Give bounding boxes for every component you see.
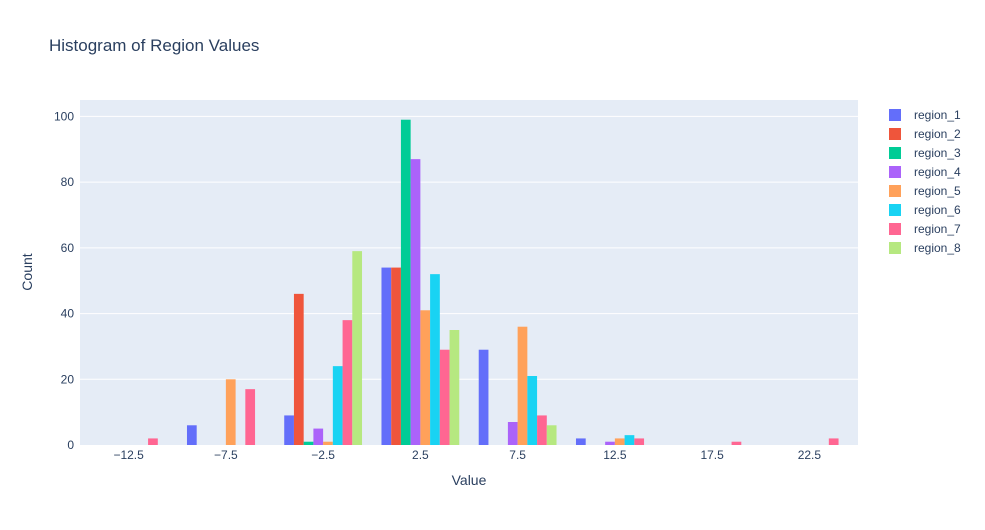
legend-swatch xyxy=(889,185,901,197)
x-tick-label: −2.5 xyxy=(311,448,335,462)
bar-region_5[interactable] xyxy=(517,326,528,445)
bar-region_1[interactable] xyxy=(381,267,392,445)
bar-region_1[interactable] xyxy=(186,425,197,445)
legend-swatch xyxy=(889,242,901,254)
x-tick-label: −7.5 xyxy=(214,448,238,462)
x-tick-label: 17.5 xyxy=(700,448,724,462)
bars xyxy=(148,119,839,445)
x-axis-label: Value xyxy=(452,472,487,488)
legend-swatch xyxy=(889,204,901,216)
bar-region_1[interactable] xyxy=(284,415,294,445)
x-tick-label: 12.5 xyxy=(603,448,627,462)
legend-item-region_6[interactable]: region_6 xyxy=(889,203,961,217)
bar-region_4[interactable] xyxy=(605,441,615,445)
bar-region_8[interactable] xyxy=(546,425,557,445)
bar-region_7[interactable] xyxy=(439,349,450,445)
legend-label: region_3 xyxy=(914,146,961,160)
legend-label: region_2 xyxy=(914,127,961,141)
bar-region_1[interactable] xyxy=(478,349,489,445)
x-tick-label: 22.5 xyxy=(798,448,822,462)
legend-label: region_7 xyxy=(914,222,961,236)
bar-region_7[interactable] xyxy=(245,389,256,445)
legend-swatch xyxy=(889,166,901,178)
gridlines xyxy=(80,115,858,380)
x-tick-label: 7.5 xyxy=(509,448,526,462)
bar-region_4[interactable] xyxy=(507,422,518,445)
y-tick-label: 60 xyxy=(61,241,75,255)
bar-region_7[interactable] xyxy=(148,438,158,445)
bar-region_8[interactable] xyxy=(352,251,363,445)
bar-region_4[interactable] xyxy=(313,428,324,445)
bar-region_7[interactable] xyxy=(731,441,742,445)
bar-region_4[interactable] xyxy=(410,159,421,445)
bar-region_5[interactable] xyxy=(323,441,333,445)
y-tick-label: 0 xyxy=(67,438,74,452)
legend-swatch xyxy=(889,147,901,159)
y-tick-labels: 0 20 40 60 80 100 xyxy=(54,109,74,452)
legend-label: region_6 xyxy=(914,203,961,217)
bar-region_7[interactable] xyxy=(634,438,645,445)
y-tick-label: 40 xyxy=(61,307,75,321)
y-tick-label: 20 xyxy=(61,372,75,386)
x-tick-labels: −12.5 −7.5 −2.5 2.5 7.5 12.5 17.5 22.5 xyxy=(113,448,821,462)
bar-region_7[interactable] xyxy=(342,320,353,445)
legend-item-region_4[interactable]: region_4 xyxy=(889,165,961,179)
bar-region_7[interactable] xyxy=(537,415,547,445)
legend-label: region_8 xyxy=(914,241,961,255)
legend-item-region_8[interactable]: region_8 xyxy=(889,241,961,255)
legend-label: region_1 xyxy=(914,108,961,122)
legend-swatch xyxy=(889,128,901,140)
bar-region_7[interactable] xyxy=(828,438,839,445)
legend[interactable]: region_1 region_2 region_3 region_4 region_5… xyxy=(889,108,961,255)
legend-item-region_2[interactable]: region_2 xyxy=(889,127,961,141)
legend-item-region_3[interactable]: region_3 xyxy=(889,146,961,160)
bar-region_6[interactable] xyxy=(527,376,538,445)
bar-region_3[interactable] xyxy=(303,441,314,445)
legend-swatch xyxy=(889,109,901,121)
bar-region_5[interactable] xyxy=(614,438,625,445)
legend-item-region_5[interactable]: region_5 xyxy=(889,184,961,198)
bar-region_6[interactable] xyxy=(430,274,440,445)
legend-swatch xyxy=(889,223,901,235)
plot-background xyxy=(80,100,858,445)
bar-region_2[interactable] xyxy=(293,293,304,445)
x-tick-label: −12.5 xyxy=(113,448,144,462)
legend-item-region_1[interactable]: region_1 xyxy=(889,108,961,122)
bar-region_2[interactable] xyxy=(391,267,401,445)
y-axis-label: Count xyxy=(19,253,35,290)
y-tick-label: 80 xyxy=(61,175,75,189)
legend-item-region_7[interactable]: region_7 xyxy=(889,222,961,236)
x-tick-label: 2.5 xyxy=(412,448,429,462)
bar-region_5[interactable] xyxy=(225,379,236,445)
bar-region_8[interactable] xyxy=(449,330,460,445)
chart-title: Histogram of Region Values xyxy=(49,36,259,55)
bar-region_3[interactable] xyxy=(400,119,411,445)
legend-label: region_5 xyxy=(914,184,961,198)
y-tick-label: 100 xyxy=(54,109,74,123)
bar-region_5[interactable] xyxy=(420,310,431,445)
bar-region_6[interactable] xyxy=(332,366,343,445)
bar-region_6[interactable] xyxy=(624,435,635,445)
legend-label: region_4 xyxy=(914,165,961,179)
bar-region_1[interactable] xyxy=(575,438,586,445)
